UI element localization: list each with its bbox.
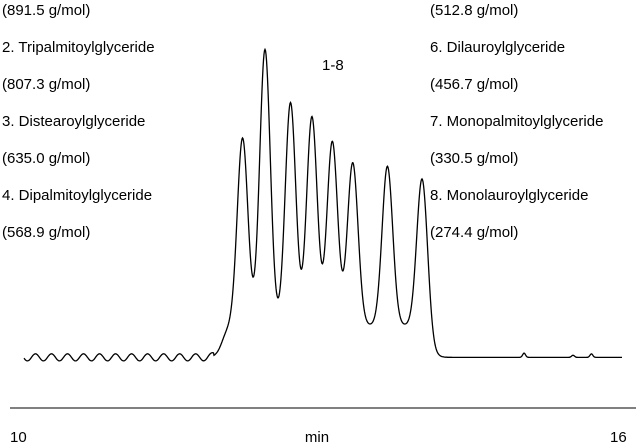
- legend-right: (512.8 g/mol) 6. Dilauroylglyceride (456.7…: [430, 2, 603, 241]
- legend-right-entry-2: (456.7 g/mol): [430, 76, 518, 93]
- chromatogram-trace: [23, 47, 622, 362]
- legend-left-entry-5: 4. Dipalmitoylglyceride: [2, 187, 152, 204]
- legend-left-entry-3: 3. Distearoylglyceride: [2, 113, 145, 130]
- legend-right-entry-4: (330.5 g/mol): [430, 150, 518, 167]
- legend-left: (891.5 g/mol) 2. Tripalmitoylglyceride (80…: [2, 2, 155, 241]
- legend-left-entry-1: 2. Tripalmitoylglyceride: [2, 39, 155, 56]
- legend-left-entry-0: (891.5 g/mol): [2, 2, 90, 19]
- legend-right-entry-3: 7. Monopalmitoylglyceride: [430, 113, 603, 130]
- peak-group-label: 1-8: [322, 57, 344, 74]
- x-tick-label-max: 16: [610, 429, 627, 446]
- legend-right-entry-5: 8. Monolauroylglyceride: [430, 187, 588, 204]
- legend-right-entry-6: (274.4 g/mol): [430, 224, 518, 241]
- x-tick-label-min: 10: [10, 429, 27, 446]
- legend-right-entry-0: (512.8 g/mol): [430, 2, 518, 19]
- legend-left-entry-6: (568.9 g/mol): [2, 224, 90, 241]
- legend-left-entry-4: (635.0 g/mol): [2, 150, 90, 167]
- x-axis-label: min: [305, 429, 329, 446]
- legend-right-entry-1: 6. Dilauroylglyceride: [430, 39, 565, 56]
- legend-left-entry-2: (807.3 g/mol): [2, 76, 90, 93]
